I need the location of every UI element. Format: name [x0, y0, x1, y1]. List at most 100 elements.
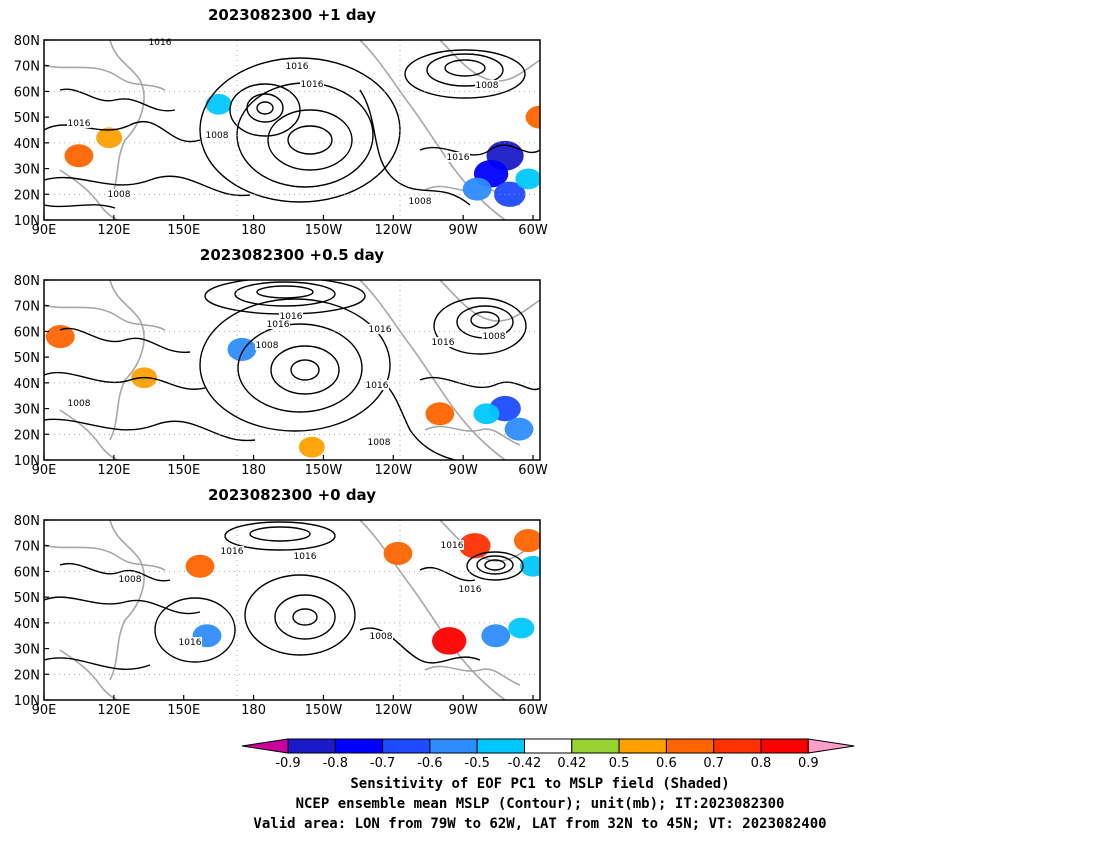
y-tick-label: 80N — [14, 274, 40, 289]
y-tick-label: 30N — [14, 403, 40, 418]
contour-label-bg — [368, 324, 392, 334]
colorbar-bin — [713, 738, 762, 754]
colorbar-bin — [618, 738, 667, 754]
colorbar-label: -0.8 — [323, 756, 348, 771]
contour-label: 1016 — [68, 119, 91, 129]
y-tick-label: 60N — [14, 85, 40, 100]
x-tick-label: 120E — [97, 223, 130, 238]
contour-label-bg — [178, 637, 202, 647]
colorbar-over-triangle — [807, 738, 855, 754]
colorbar-under-triangle — [241, 738, 289, 754]
x-tick-label: 120W — [374, 223, 412, 238]
contour-label-bg — [220, 546, 244, 556]
contour-label-bg — [118, 574, 142, 584]
shading — [45, 325, 534, 458]
y-tick-label: 20N — [14, 668, 40, 683]
colorbar-bin — [665, 738, 715, 754]
sensitivity-patch — [462, 177, 492, 201]
contour-label: 1016 — [221, 547, 244, 557]
y-tick-label: 80N — [14, 514, 40, 529]
contour-label-bg — [440, 540, 464, 550]
y-tick-label: 70N — [14, 540, 40, 555]
x-tick-label: 90E — [32, 703, 57, 718]
x-tick-label: 180 — [241, 703, 266, 718]
contour-label-bg — [369, 631, 393, 641]
map-frame — [43, 279, 541, 461]
map-panel-plus-0-day: 1016 1016 1008 1016 1008 1016 1016 90E 120E 150E… — [14, 514, 548, 718]
contour-label: 1016 — [267, 320, 290, 330]
y-tick-label: 80N — [14, 34, 40, 49]
map-panel-plus-1-day: 1016 1016 1016 1008 1016 1008 1008 1016 1008 90E… — [14, 34, 548, 238]
contour-label: 1008 — [368, 438, 391, 448]
sensitivity-patch — [504, 417, 534, 441]
colorbar-label: 0.5 — [609, 756, 630, 771]
colorbar-label: -0.6 — [417, 756, 442, 771]
y-tick-label: 20N — [14, 428, 40, 443]
contour-label-bg — [446, 152, 470, 162]
colorbar-bin — [429, 738, 478, 754]
contour-label: 1016 — [179, 638, 202, 648]
colorbar-bin — [382, 738, 431, 754]
contour-label: 1008 — [483, 332, 506, 342]
caption-line-3: Valid area: LON from 79W to 62W, LAT fro… — [253, 816, 827, 832]
colorbar-label: -0.7 — [370, 756, 395, 771]
contour-label-bg — [148, 37, 172, 47]
contour-label: 1008 — [119, 575, 142, 585]
sensitivity-patch — [383, 541, 413, 565]
contour-label-bg — [107, 189, 131, 199]
y-tick-label: 30N — [14, 643, 40, 658]
contour-label: 1016 — [149, 38, 172, 48]
contour-label-bg — [367, 437, 391, 447]
x-tick-label: 120W — [374, 703, 412, 718]
sensitivity-patch — [473, 403, 500, 425]
contour-label-bg — [67, 398, 91, 408]
contour-label-bg — [279, 311, 303, 321]
contour-label-bg — [431, 337, 455, 347]
contour-label: 1008 — [476, 81, 499, 91]
contour-label: 1008 — [68, 399, 91, 409]
contour-label-bg — [408, 196, 432, 206]
contour-label: 1008 — [370, 632, 393, 642]
y-tick-label: 50N — [14, 591, 40, 606]
sensitivity-patch — [205, 93, 232, 115]
contour-label: 1016 — [432, 338, 455, 348]
x-tick-label: 150E — [167, 463, 200, 478]
x-tick-label: 120E — [97, 703, 130, 718]
y-tick-label: 40N — [14, 617, 40, 632]
y-tick-label: 60N — [14, 325, 40, 340]
panel-2-title: 2023082300 +0.5 day — [199, 246, 385, 264]
colorbar-label: 0.6 — [656, 756, 677, 771]
colorbar-label: 0.7 — [703, 756, 724, 771]
sensitivity-patch — [515, 168, 540, 190]
x-tick-label: 180 — [241, 463, 266, 478]
contour-label: 1008 — [108, 190, 131, 200]
sensitivity-patch — [481, 624, 511, 648]
contour-label-bg — [67, 118, 91, 128]
contour-label-bg — [285, 61, 309, 71]
x-tick-label: 120E — [97, 463, 130, 478]
caption-line-1: Sensitivity of EOF PC1 to MSLP field (Sh… — [350, 776, 730, 792]
colorbar: -0.9 -0.8 -0.7 -0.6 -0.5 -0.42 0.42 0.5 0.6 0.7 0.… — [241, 738, 855, 771]
contour-label: 1016 — [280, 312, 303, 322]
x-tick-label: 150E — [167, 223, 200, 238]
contour-label-bg — [293, 551, 317, 561]
contour-label: 1016 — [286, 62, 309, 72]
sensitivity-patch — [425, 402, 455, 426]
x-tick-label: 90W — [448, 703, 478, 718]
sensitivity-patch — [513, 529, 540, 553]
contour-label: 1016 — [459, 585, 482, 595]
contour-label: 1016 — [441, 541, 464, 551]
contour-label: 1016 — [447, 153, 470, 163]
colorbar-label: 0.42 — [557, 756, 586, 771]
colorbar-bin — [571, 738, 620, 754]
mslp-contours — [44, 521, 524, 670]
y-tick-label: 60N — [14, 565, 40, 580]
shading — [185, 529, 540, 655]
x-tick-label: 90E — [32, 463, 57, 478]
x-tick-label: 60W — [518, 703, 548, 718]
y-tick-label: 50N — [14, 351, 40, 366]
sensitivity-patch — [458, 533, 491, 559]
x-tick-label: 180 — [241, 223, 266, 238]
sensitivity-patch — [520, 555, 540, 577]
